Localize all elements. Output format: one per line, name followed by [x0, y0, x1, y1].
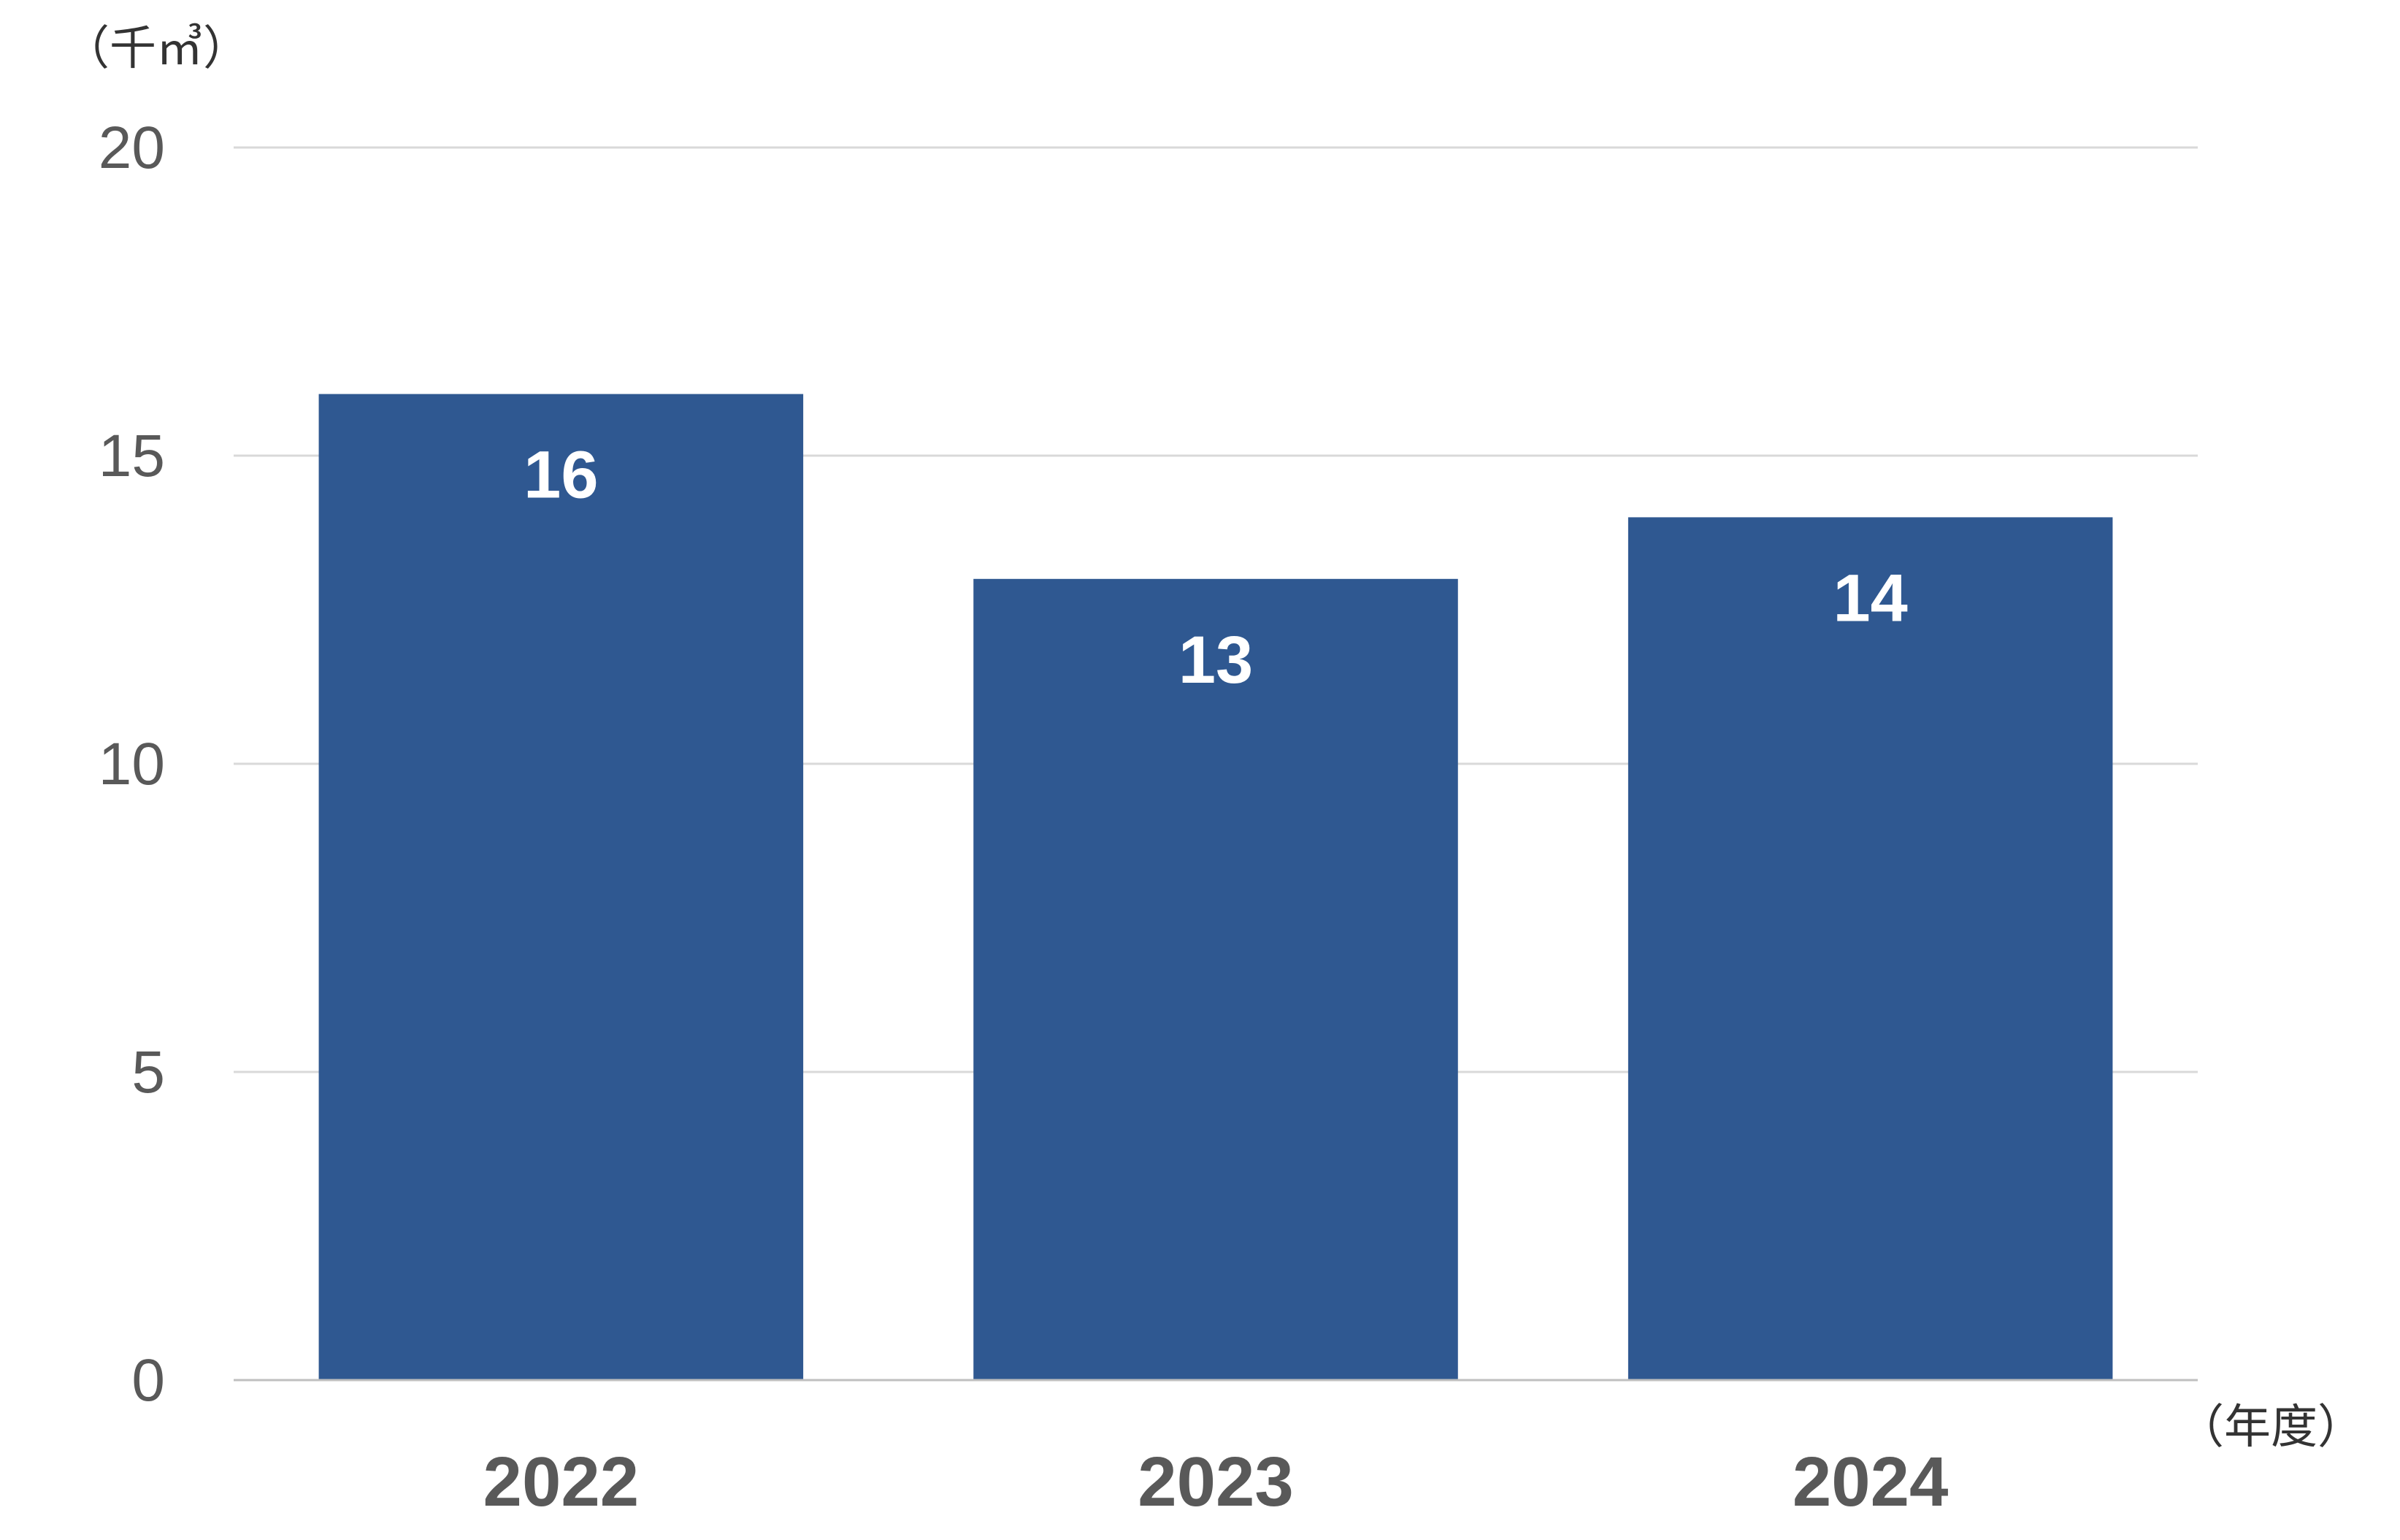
bars [318, 394, 2113, 1380]
bar-2024 [1628, 517, 2113, 1380]
x-tick-label-2022: 2022 [483, 1443, 640, 1521]
data-label-2024: 14 [1833, 561, 1907, 635]
y-tick-label-5: 5 [131, 1039, 165, 1106]
data-label-2023: 13 [1178, 623, 1253, 697]
bar-2023 [973, 578, 1458, 1380]
bar-2022 [318, 394, 804, 1380]
x-axis-unit-label: （年度） [2177, 1401, 2364, 1455]
data-label-2022: 16 [524, 438, 598, 513]
x-tick-label-2024: 2024 [1793, 1443, 1949, 1521]
y-tick-label-15: 15 [99, 423, 165, 489]
y-axis-unit-label: （千㎥） [63, 22, 250, 76]
y-tick-label-20: 20 [99, 115, 165, 181]
x-tick-label-2023: 2023 [1138, 1443, 1294, 1521]
y-tick-label-10: 10 [99, 731, 165, 797]
y-tick-label-0: 0 [131, 1347, 165, 1414]
labels: （千㎥） （年度） 0 5 10 15 20 16 2022 13 2023 14 2024 [63, 22, 2364, 1521]
